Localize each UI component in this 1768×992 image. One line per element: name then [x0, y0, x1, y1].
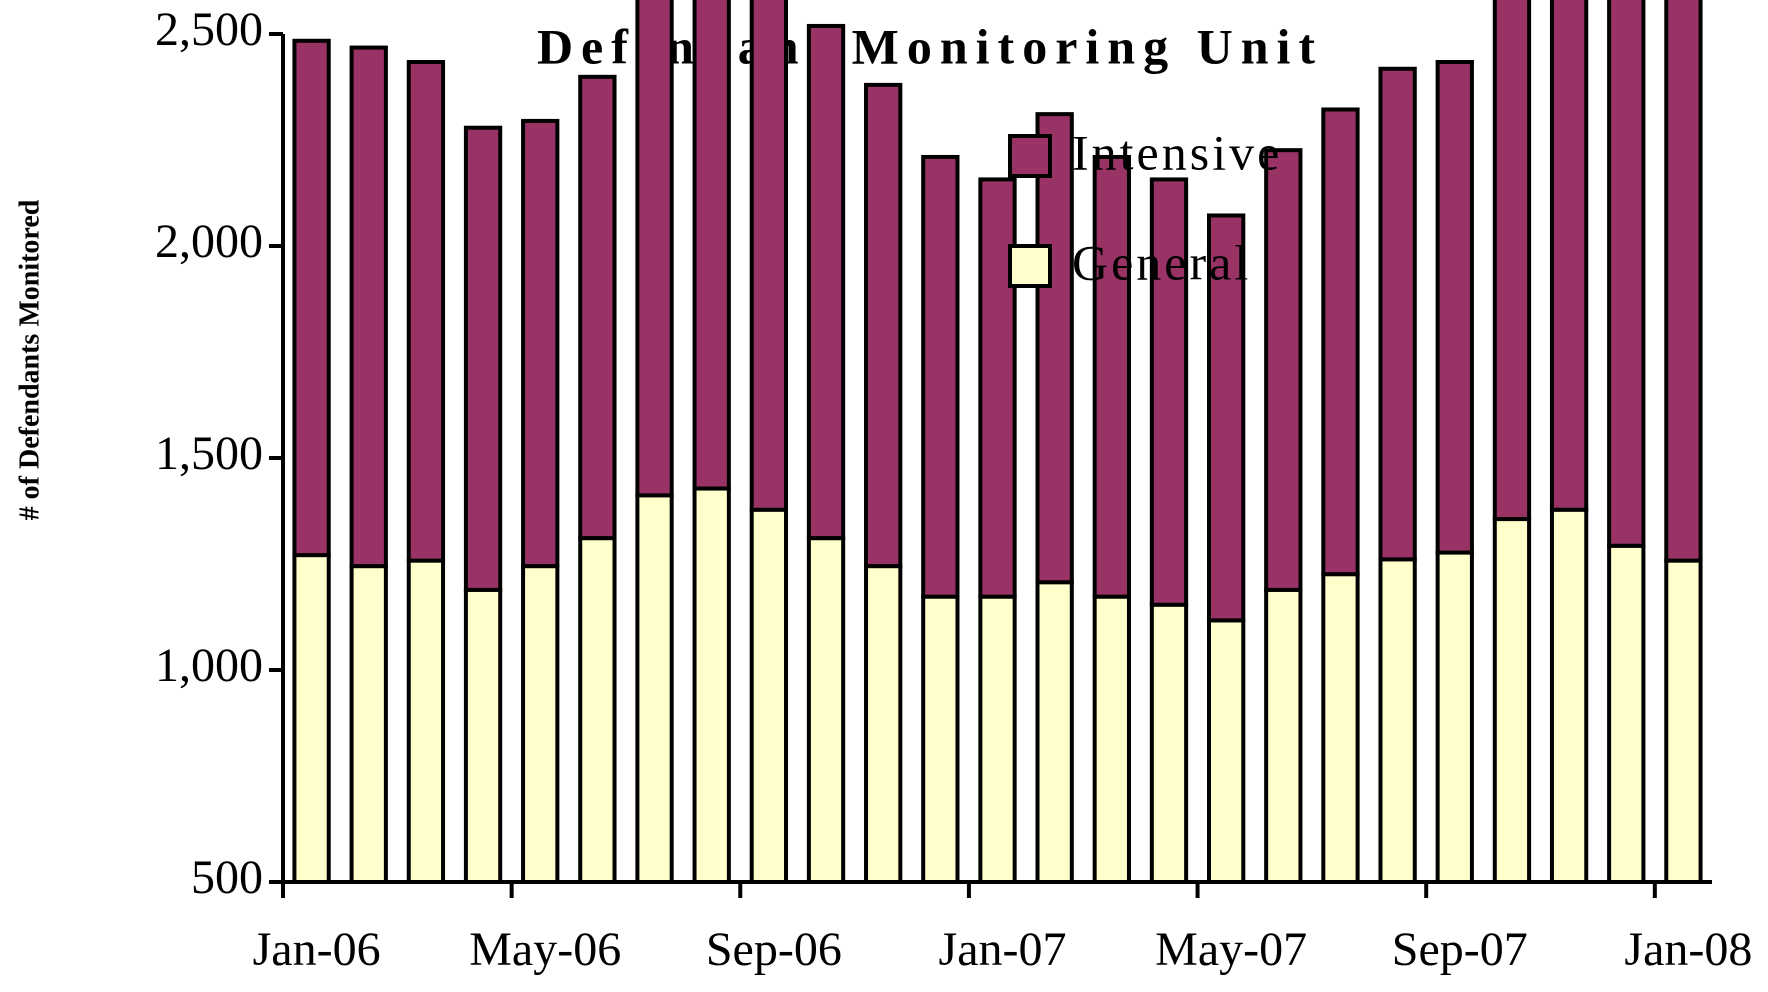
bar-segment — [463, 125, 503, 592]
bar-segment — [578, 74, 617, 541]
bar-segment — [635, 0, 674, 498]
bar-segment — [749, 0, 789, 512]
bar-segment — [1378, 557, 1417, 884]
bar-segment — [1206, 213, 1246, 623]
legend-label: Intensive — [1072, 124, 1282, 180]
bar-segment — [1321, 572, 1360, 885]
y-axis-label: # of Defendants Monitored — [14, 199, 45, 520]
bar-segment — [1264, 587, 1303, 884]
bar-segment — [692, 0, 731, 491]
bar-segment — [349, 564, 388, 884]
bar-segment — [1092, 594, 1131, 884]
legend-label: General — [1072, 234, 1251, 290]
bar-segment — [521, 564, 560, 884]
bar-segment — [864, 82, 903, 569]
y-tick-label: 2,500 — [155, 3, 263, 56]
bar-segment — [1321, 107, 1360, 577]
bar-segment — [749, 507, 789, 884]
bar-segment — [406, 558, 446, 884]
bar-segment — [1206, 618, 1246, 885]
x-tick-label: Sep-07 — [1392, 923, 1528, 976]
bar-segment — [1035, 112, 1074, 585]
bar-segment — [292, 553, 331, 884]
y-tick-label: 1,500 — [155, 427, 263, 480]
bar-segment — [1092, 154, 1131, 599]
bar-segment — [921, 594, 960, 884]
x-tick-label: Jan-07 — [939, 923, 1067, 976]
bar-segment — [1549, 507, 1589, 884]
x-tick-label: Sep-06 — [706, 923, 842, 976]
x-tick-label: Jan-08 — [1624, 923, 1752, 976]
legend-swatch — [1008, 244, 1052, 288]
bar-segment — [864, 564, 903, 884]
bar-segment — [635, 493, 674, 884]
bar-segment — [1607, 543, 1646, 884]
bar-segment — [349, 45, 388, 569]
bar-segment — [1149, 602, 1189, 884]
bar-segment — [578, 536, 617, 884]
bar-segment — [1264, 148, 1303, 592]
y-tick-label: 500 — [191, 851, 263, 904]
bar-segment — [1435, 550, 1474, 884]
bar-segment — [921, 154, 960, 599]
bar-segment — [521, 118, 560, 569]
bar-segment — [463, 587, 503, 884]
x-tick-label: May-07 — [1155, 923, 1307, 976]
bar-segment — [1492, 0, 1532, 522]
bar-segment — [406, 59, 446, 563]
y-tick-label: 1,000 — [155, 639, 263, 692]
bar-segment — [978, 177, 1017, 599]
bar-segment — [806, 23, 846, 541]
legend-swatch — [1008, 134, 1052, 178]
bar-segment — [1607, 0, 1646, 548]
bar-segment — [1549, 0, 1589, 512]
bar-segment — [1664, 558, 1703, 884]
y-tick-label: 2,000 — [155, 215, 263, 268]
bar-segment — [1149, 177, 1189, 607]
bar-segment — [806, 536, 846, 884]
bar-segment — [692, 486, 731, 884]
bar-segment — [1035, 580, 1074, 884]
x-tick-label: Jan-06 — [253, 923, 381, 976]
bar-segment — [1378, 66, 1417, 562]
x-tick-label: May-06 — [469, 923, 621, 976]
bar-segment — [1435, 59, 1474, 555]
bar-segment — [1492, 517, 1532, 885]
bar-segment — [292, 38, 331, 558]
bar-segment — [1664, 0, 1703, 563]
bar-segment — [978, 594, 1017, 884]
